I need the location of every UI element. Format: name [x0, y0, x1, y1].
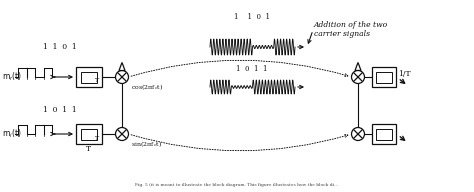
Text: T: T — [86, 145, 91, 153]
Text: 1    1  0  1: 1 1 0 1 — [234, 13, 270, 21]
Text: sin(2πf$_c$t): sin(2πf$_c$t) — [131, 139, 162, 149]
Circle shape — [116, 127, 128, 141]
Text: m$_i$(t): m$_i$(t) — [2, 128, 21, 140]
Text: cos(2πf$_c$t): cos(2πf$_c$t) — [131, 82, 164, 92]
Text: 1  1  0  1: 1 1 0 1 — [43, 43, 77, 51]
Circle shape — [116, 70, 128, 84]
Bar — [81, 129, 97, 140]
Bar — [76, 124, 102, 144]
Text: 1  0  1  1: 1 0 1 1 — [236, 65, 268, 73]
Text: Fig. 5 (it is meant to illustrate the block diagram. This figure illustrates how: Fig. 5 (it is meant to illustrate the bl… — [136, 183, 338, 187]
Text: T: T — [95, 79, 99, 84]
Text: 1/T: 1/T — [398, 70, 410, 78]
Bar — [372, 67, 396, 87]
Text: 1  0  1  1: 1 0 1 1 — [43, 106, 77, 114]
Text: Addition of the two: Addition of the two — [314, 21, 388, 29]
Bar — [376, 72, 392, 83]
Circle shape — [352, 127, 365, 141]
Text: carrier signals: carrier signals — [314, 30, 370, 38]
Text: m$_r$(t): m$_r$(t) — [2, 71, 22, 83]
Bar — [76, 67, 102, 87]
Bar — [81, 72, 97, 83]
Bar — [376, 129, 392, 140]
Text: T: T — [95, 136, 99, 141]
Polygon shape — [119, 63, 125, 70]
Circle shape — [352, 70, 365, 84]
Polygon shape — [355, 63, 361, 70]
Bar — [372, 124, 396, 144]
